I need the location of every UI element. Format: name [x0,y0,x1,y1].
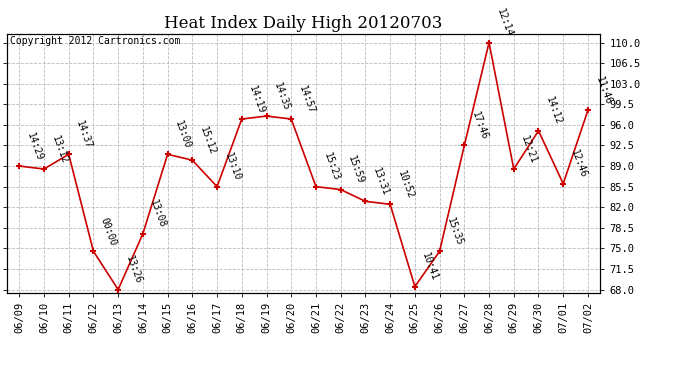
Text: 14:57: 14:57 [297,84,316,115]
Text: 15:12: 15:12 [198,125,217,156]
Text: 10:41: 10:41 [420,251,440,282]
Text: 13:08: 13:08 [148,198,168,230]
Text: 13:00: 13:00 [173,119,193,150]
Text: 12:46: 12:46 [569,148,588,180]
Text: 14:37: 14:37 [75,119,94,150]
Text: 13:12: 13:12 [50,134,69,165]
Text: 11:46: 11:46 [593,75,613,106]
Text: 13:26: 13:26 [124,254,143,285]
Text: Copyright 2012 Cartronics.com: Copyright 2012 Cartronics.com [10,36,180,46]
Text: 12:14: 12:14 [495,8,514,38]
Text: 14:29: 14:29 [25,131,44,162]
Text: 14:19: 14:19 [247,84,267,115]
Text: 12:21: 12:21 [520,134,539,165]
Text: 14:35: 14:35 [272,81,291,112]
Text: 15:59: 15:59 [346,154,366,185]
Title: Heat Index Daily High 20120703: Heat Index Daily High 20120703 [164,15,443,32]
Text: 13:31: 13:31 [371,166,391,197]
Text: 10:52: 10:52 [395,169,415,200]
Text: 15:23: 15:23 [322,152,341,183]
Text: 17:46: 17:46 [470,110,489,141]
Text: 14:12: 14:12 [544,96,564,127]
Text: 13:10: 13:10 [223,152,242,183]
Text: 15:35: 15:35 [445,216,464,247]
Text: 00:00: 00:00 [99,216,119,247]
